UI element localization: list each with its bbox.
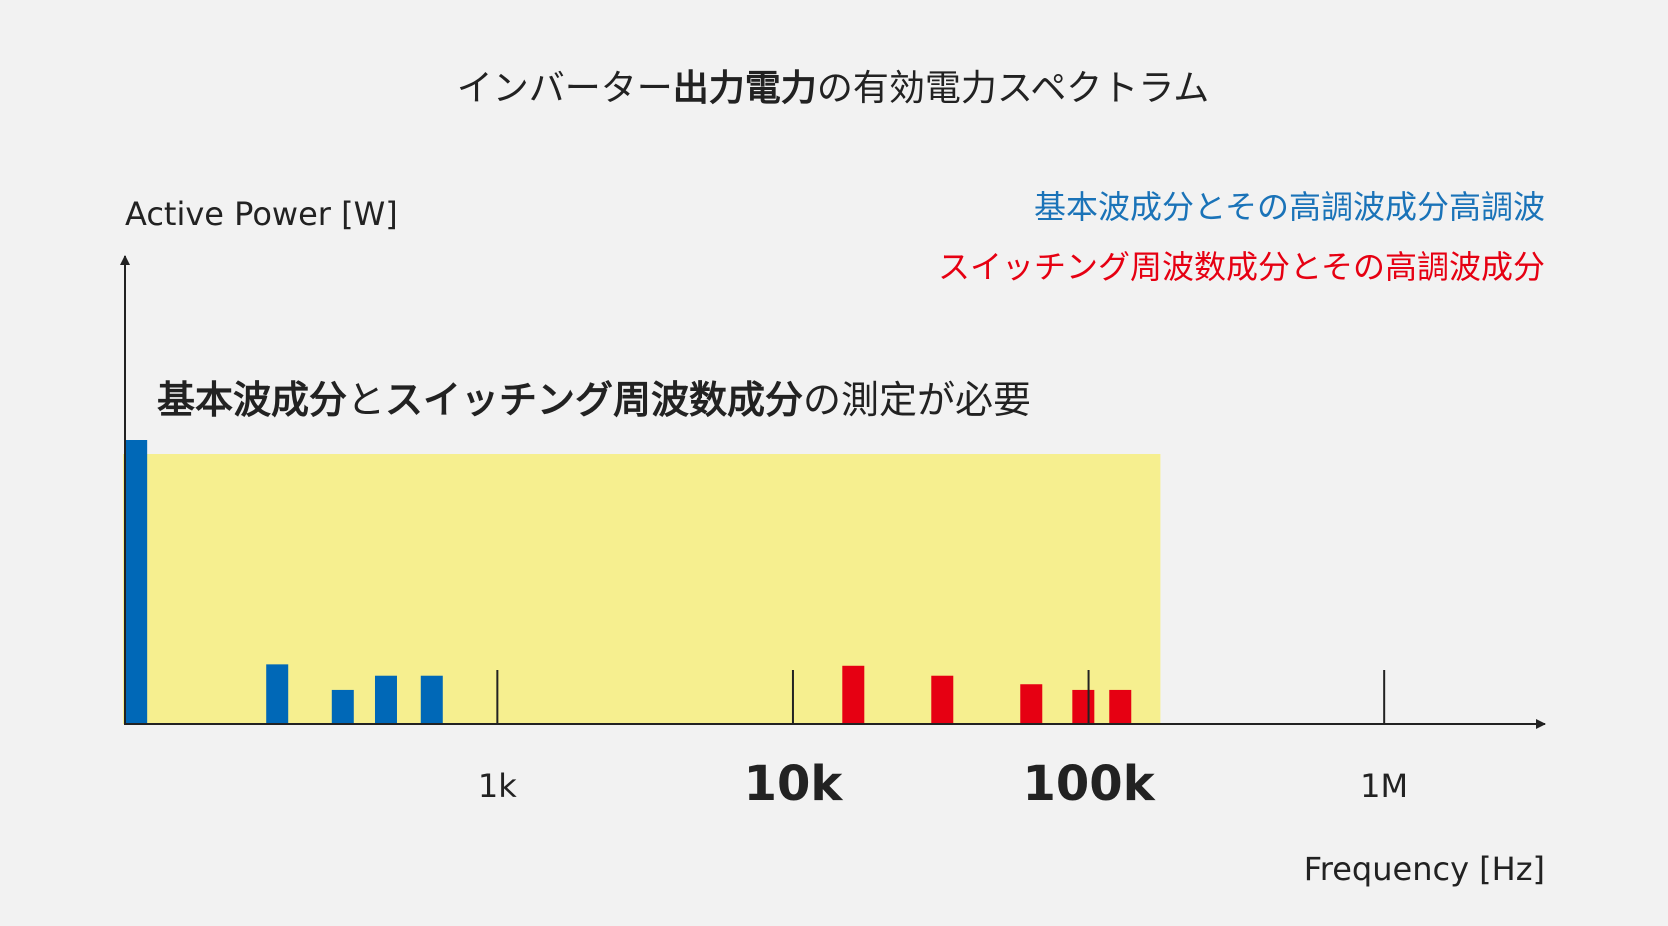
legend-switching: スイッチング周波数成分とその高調波成分 xyxy=(938,248,1545,286)
bars-group xyxy=(125,440,1132,724)
fundamental-bar xyxy=(420,675,443,724)
legend-fundamental: 基本波成分とその高調波成分高調波 xyxy=(1034,188,1545,226)
measurement-annotation: 基本波成分とスイッチング周波数成分の測定が必要 xyxy=(157,378,1031,422)
measurement-range-highlight xyxy=(123,454,1161,724)
annotation-switching: スイッチング周波数成分 xyxy=(385,378,803,422)
y-axis-label: Active Power [W] xyxy=(125,195,398,233)
switching-bar xyxy=(931,675,954,724)
switching-bar xyxy=(1020,684,1043,724)
x-tick-label: 1k xyxy=(478,767,517,805)
annotation-rest: の測定が必要 xyxy=(803,378,1031,422)
x-axis-label: Frequency [Hz] xyxy=(1304,850,1545,888)
x-tick-label: 100k xyxy=(1023,756,1156,812)
x-tick-label: 1M xyxy=(1360,767,1408,805)
title-bold: 出力電力 xyxy=(673,68,817,109)
fundamental-bar xyxy=(266,664,289,724)
annotation-fundamental: 基本波成分 xyxy=(157,378,347,422)
fundamental-bar xyxy=(331,689,354,724)
fundamental-bar xyxy=(125,440,148,724)
ticks-group: 1k 10k 100k 1M xyxy=(478,670,1408,812)
x-tick-label: 10k xyxy=(744,756,844,812)
title-prefix: インバーター xyxy=(457,68,673,109)
annotation-and: と xyxy=(347,378,385,422)
fundamental-bar xyxy=(374,675,397,724)
title-suffix: の有効電力スペクトラム xyxy=(817,68,1209,109)
switching-bar xyxy=(1072,689,1095,724)
chart-title: インバーター出力電力の有効電力スペクトラム xyxy=(457,68,1209,109)
switching-bar xyxy=(1109,689,1132,724)
switching-bar xyxy=(842,665,865,724)
